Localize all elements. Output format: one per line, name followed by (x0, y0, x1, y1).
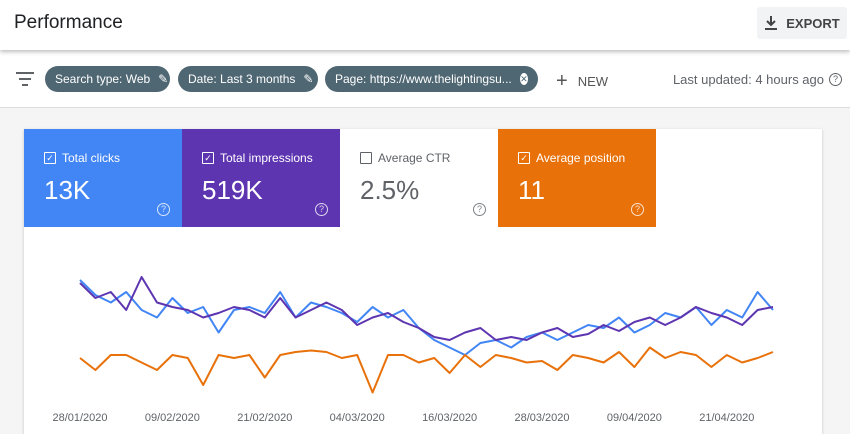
help-icon[interactable]: ? (829, 73, 842, 86)
card-label: Average CTR (378, 151, 451, 165)
series-line (79, 279, 774, 356)
metric-card[interactable]: Average CTR 2.5%? (340, 129, 498, 227)
edit-icon: ✎ (158, 72, 169, 86)
new-label: NEW (577, 74, 609, 89)
card-header: Average CTR (360, 151, 498, 165)
help-icon: ? (631, 203, 644, 216)
filter-chip[interactable]: Search type: Web ✎ (45, 66, 170, 92)
x-tick-label: 28/03/2020 (514, 412, 569, 424)
card-label: Total impressions (220, 151, 313, 165)
card-value: 13K (44, 175, 91, 205)
card-value: 519K (202, 175, 263, 205)
filter-bar: Search type: Web ✎ Date: Last 3 months ✎ P… (0, 52, 850, 108)
metric-card[interactable]: ✓ Total impressions 519K? (182, 129, 340, 227)
metric-card[interactable]: ✓ Total clicks 13K? (24, 129, 182, 227)
card-header: ✓ Total impressions (202, 151, 340, 165)
filter-chip[interactable]: Page: https://www.thelightingsu... ✕ (325, 66, 538, 92)
help-icon: ? (473, 203, 486, 216)
help-icon: ? (157, 203, 170, 216)
card-header: ✓ Average position (518, 151, 656, 165)
card-label: Total clicks (62, 151, 121, 165)
x-tick-label: 21/04/2020 (699, 412, 754, 424)
chart-panel: ✓ Total clicks 13K? ✓ Total impressions 519K?… (24, 129, 822, 434)
new-filter[interactable]: + NEW (556, 70, 608, 93)
checkbox: ✓ (44, 152, 56, 164)
plus-icon: + (556, 70, 568, 92)
x-tick-label: 28/01/2020 (52, 412, 107, 424)
x-tick-label: 21/02/2020 (237, 412, 292, 424)
x-tick-label: 16/03/2020 (422, 412, 477, 424)
chip-label: Page: https://www.thelightingsu... (335, 72, 512, 86)
chart: 28/01/2020 09/02/2020 21/02/2020 04/03/2020… (52, 276, 774, 424)
card-label: Average position (536, 151, 626, 165)
series-line (79, 276, 774, 341)
download-icon (765, 16, 778, 30)
checkbox: ✓ (202, 152, 214, 164)
filter-chip[interactable]: Date: Last 3 months ✎ (178, 66, 318, 92)
export-label: EXPORT (786, 15, 840, 31)
card-header: ✓ Total clicks (44, 151, 182, 165)
close-icon[interactable]: ✕ (519, 73, 528, 85)
page-title: Performance (14, 12, 123, 33)
filter-icon[interactable] (16, 72, 34, 86)
metric-card[interactable]: ✓ Average position 11? (498, 129, 656, 227)
card-value: 11 (518, 175, 545, 205)
series-line (79, 346, 774, 394)
checkbox (360, 152, 372, 164)
x-tick-label: 09/04/2020 (607, 412, 662, 424)
x-tick-label: 04/03/2020 (330, 412, 385, 424)
checkbox: ✓ (518, 152, 530, 164)
chip-label: Date: Last 3 months (188, 72, 296, 86)
header: Performance EXPORT (0, 0, 850, 50)
help-icon: ? (315, 203, 328, 216)
edit-icon: ✎ (303, 72, 314, 86)
card-value: 2.5% (360, 175, 420, 205)
chip-label: Search type: Web (55, 72, 151, 86)
last-updated: Last updated: 4 hours ago (672, 72, 824, 87)
export-button[interactable]: EXPORT (757, 7, 847, 39)
x-tick-label: 09/02/2020 (145, 412, 200, 424)
